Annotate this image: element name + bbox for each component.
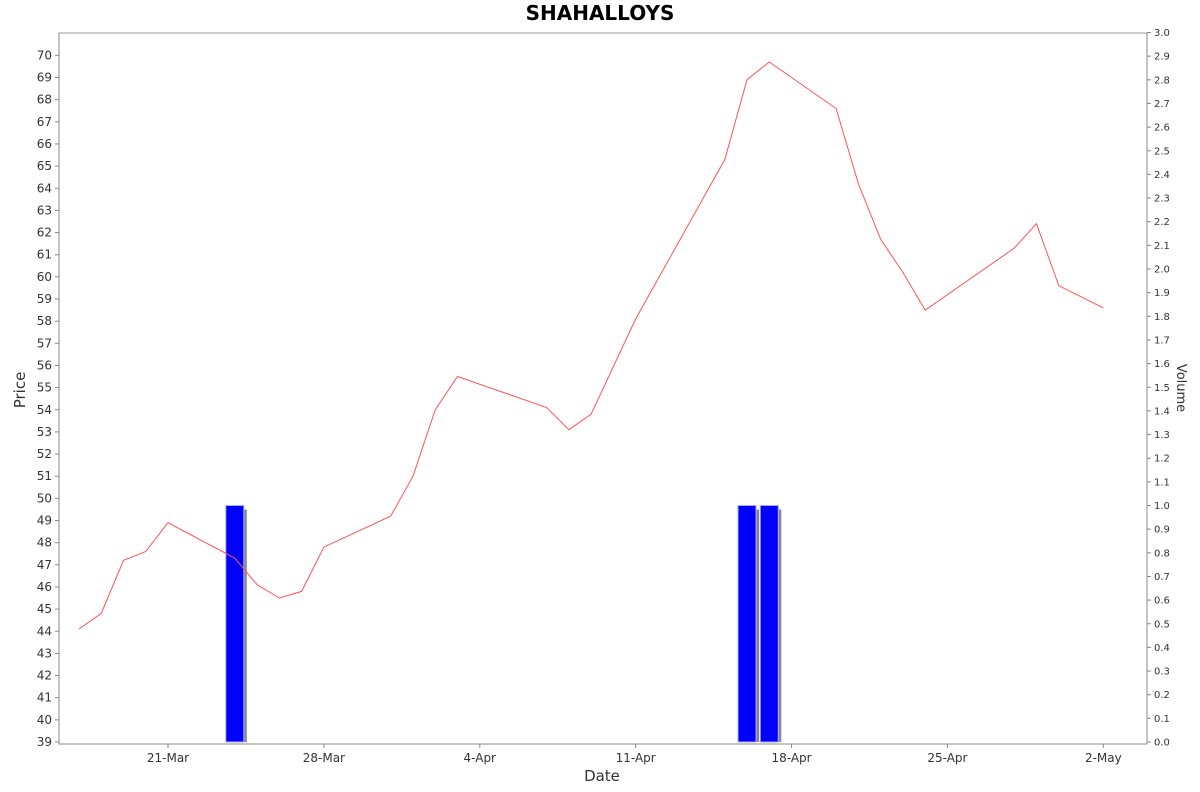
volume-tick-label: 1.1 bbox=[1154, 477, 1170, 488]
price-tick-label: 57 bbox=[37, 336, 52, 350]
volume-tick-label: 2.0 bbox=[1154, 265, 1170, 276]
volume-tick-label: 2.7 bbox=[1154, 99, 1170, 110]
price-tick-label: 52 bbox=[37, 447, 52, 461]
volume-axis: 0.0 0.1 0.2 0.3 0.4 0.5 0.6 0.7 0.8 0.9 1.0 1.1 1.2 1… bbox=[1146, 28, 1170, 749]
price-tick-label: 64 bbox=[37, 181, 52, 195]
volume-tick-label: 1.6 bbox=[1154, 359, 1170, 370]
price-tick-label: 46 bbox=[37, 580, 52, 594]
volume-bar bbox=[759, 505, 779, 743]
y2-axis-title: Volume bbox=[1173, 364, 1188, 412]
volume-tick-label: 0.8 bbox=[1154, 548, 1170, 559]
volume-tick-label: 2.5 bbox=[1154, 146, 1170, 157]
date-tick-label: 25-Apr bbox=[927, 751, 967, 765]
price-tick-label: 66 bbox=[37, 137, 52, 151]
volume-tick-label: 0.2 bbox=[1154, 690, 1170, 701]
date-tick-label: 21-Mar bbox=[147, 751, 189, 765]
price-tick-label: 60 bbox=[37, 270, 52, 284]
volume-tick-label: 0.5 bbox=[1154, 619, 1170, 630]
price-tick-label: 47 bbox=[37, 558, 52, 572]
volume-tick-label: 1.4 bbox=[1154, 406, 1170, 417]
price-tick-label: 62 bbox=[37, 226, 52, 240]
price-tick-label: 55 bbox=[37, 381, 52, 395]
volume-tick-label: 0.6 bbox=[1154, 596, 1170, 607]
volume-bar bbox=[737, 505, 757, 743]
volume-tick-label: 1.2 bbox=[1154, 454, 1170, 465]
date-axis: 21-Mar 28-Mar 4-Apr 11-Apr 18-Apr 25-Apr 2-May bbox=[59, 743, 1147, 765]
chart-title: SHAHALLOYS bbox=[526, 1, 675, 25]
price-tick-label: 70 bbox=[37, 48, 52, 62]
date-tick-label: 18-Apr bbox=[772, 751, 812, 765]
price-tick-label: 63 bbox=[37, 203, 52, 217]
price-tick-label: 53 bbox=[37, 425, 52, 439]
volume-tick-label: 2.1 bbox=[1154, 241, 1170, 252]
volume-tick-label: 0.4 bbox=[1154, 643, 1170, 654]
volume-tick-label: 2.3 bbox=[1154, 194, 1170, 205]
price-tick-label: 68 bbox=[37, 93, 52, 107]
volume-tick-label: 3.0 bbox=[1154, 28, 1170, 39]
x-axis-title: Date bbox=[584, 767, 620, 785]
volume-tick-label: 1.3 bbox=[1154, 430, 1170, 441]
price-tick-label: 44 bbox=[37, 624, 52, 638]
volume-tick-label: 2.4 bbox=[1154, 170, 1170, 181]
price-tick-label: 61 bbox=[37, 248, 52, 262]
volume-tick-label: 0.1 bbox=[1154, 714, 1170, 725]
price-tick-label: 51 bbox=[37, 469, 52, 483]
price-tick-label: 43 bbox=[37, 646, 52, 660]
date-tick-label: 11-Apr bbox=[616, 751, 656, 765]
volume-bars bbox=[225, 505, 782, 743]
volume-bar bbox=[225, 505, 245, 743]
volume-tick-label: 0.0 bbox=[1154, 738, 1170, 749]
volume-tick-label: 1.8 bbox=[1154, 312, 1170, 323]
price-tick-label: 54 bbox=[37, 403, 52, 417]
price-tick-label: 49 bbox=[37, 514, 52, 528]
price-tick-label: 65 bbox=[37, 159, 52, 173]
volume-tick-label: 2.9 bbox=[1154, 52, 1170, 63]
price-tick-label: 67 bbox=[37, 115, 52, 129]
price-tick-label: 59 bbox=[37, 292, 52, 306]
price-tick-label: 41 bbox=[37, 691, 52, 705]
price-axis: 39 40 41 42 43 44 45 46 47 48 49 50 51 52 53 54 55 56 57 58… bbox=[37, 33, 60, 749]
price-tick-label: 50 bbox=[37, 491, 52, 505]
price-tick-label: 40 bbox=[37, 713, 52, 727]
price-tick-label: 69 bbox=[37, 71, 52, 85]
price-tick-label: 56 bbox=[37, 358, 52, 372]
y-axis-title: Price bbox=[11, 372, 29, 409]
volume-tick-label: 1.9 bbox=[1154, 288, 1170, 299]
volume-tick-label: 0.7 bbox=[1154, 572, 1170, 583]
date-tick-label: 4-Apr bbox=[464, 751, 497, 765]
volume-tick-label: 1.5 bbox=[1154, 383, 1170, 394]
price-tick-label: 42 bbox=[37, 669, 52, 683]
price-tick-label: 39 bbox=[37, 735, 52, 749]
volume-tick-label: 1.0 bbox=[1154, 501, 1170, 512]
date-tick-label: 2-May bbox=[1085, 751, 1122, 765]
volume-tick-label: 1.7 bbox=[1154, 335, 1170, 346]
date-tick-label: 28-Mar bbox=[303, 751, 345, 765]
volume-tick-label: 0.3 bbox=[1154, 667, 1170, 678]
price-tick-label: 58 bbox=[37, 314, 52, 328]
price-tick-label: 48 bbox=[37, 536, 52, 550]
volume-tick-label: 0.9 bbox=[1154, 525, 1170, 536]
price-tick-label: 45 bbox=[37, 602, 52, 616]
volume-tick-label: 2.2 bbox=[1154, 217, 1170, 228]
price-line bbox=[78, 61, 1104, 630]
volume-tick-label: 2.8 bbox=[1154, 75, 1170, 86]
volume-tick-label: 2.6 bbox=[1154, 123, 1170, 134]
